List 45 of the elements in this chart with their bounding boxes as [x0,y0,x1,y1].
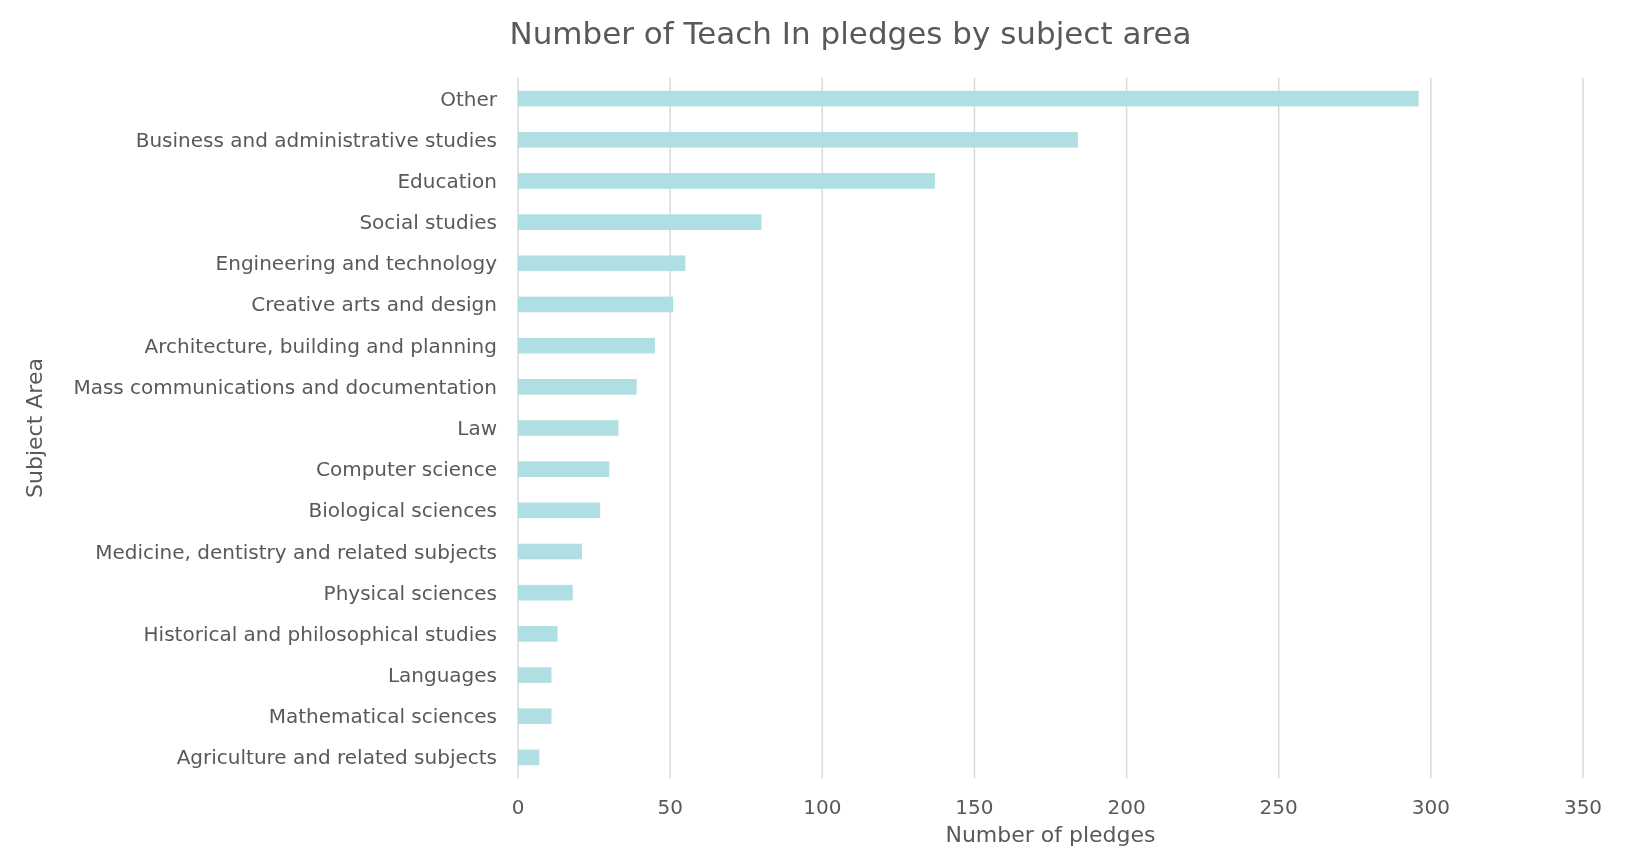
x-tick-label: 300 [1411,795,1450,819]
x-tick-label: 150 [955,795,994,819]
bar [518,214,762,230]
bar [518,749,540,766]
y-tick-label: Mass communications and documentation [73,374,497,399]
bar [518,379,637,395]
y-tick-label: Other [440,86,498,111]
y-tick-label: Creative arts and design [251,292,497,317]
y-tick-label: Biological sciences [308,498,497,523]
bar [518,708,552,725]
y-tick-label: Business and administrative studies [135,127,497,152]
x-tick-label: 200 [1107,795,1146,819]
x-tick-label: 350 [1563,795,1603,819]
bar [518,173,935,189]
y-tick-label: Law [457,416,497,440]
y-tick-label: Historical and philosophical studies [143,621,497,646]
y-tick-label: Languages [387,663,497,688]
bar [518,90,1419,107]
bar [518,626,558,642]
y-tick-label: Mathematical sciences [268,704,497,729]
bar [518,461,610,477]
x-tick-label: 50 [657,795,683,819]
bar [518,667,552,683]
y-tick-label: Education [397,168,497,193]
y-tick-label: Architecture, building and planning [144,333,497,358]
x-axis-title: Number of pledges [945,822,1156,847]
y-axis-title: Subject Area [22,358,47,498]
bar [518,502,601,519]
y-tick-label: Agriculture and related subjects [176,745,497,770]
bar [518,296,674,313]
bar [518,131,1078,148]
x-tick-label: 100 [803,795,842,819]
y-tick-label: Medicine, dentistry and related subjects [95,539,497,564]
x-tick-label: 0 [511,795,525,819]
bar [518,420,619,436]
bar [518,543,582,560]
y-tick-label: Engineering and technology [215,251,498,276]
x-tick-label: 250 [1259,795,1298,819]
y-tick-label: Physical sciences [323,580,497,605]
y-tick-label: Computer science [315,457,497,482]
bar [518,584,573,601]
y-tick-label: Social studies [359,210,497,235]
bar [518,255,686,272]
chart-title: Number of Teach In pledges by subject area [509,15,1192,51]
bar [518,337,655,354]
